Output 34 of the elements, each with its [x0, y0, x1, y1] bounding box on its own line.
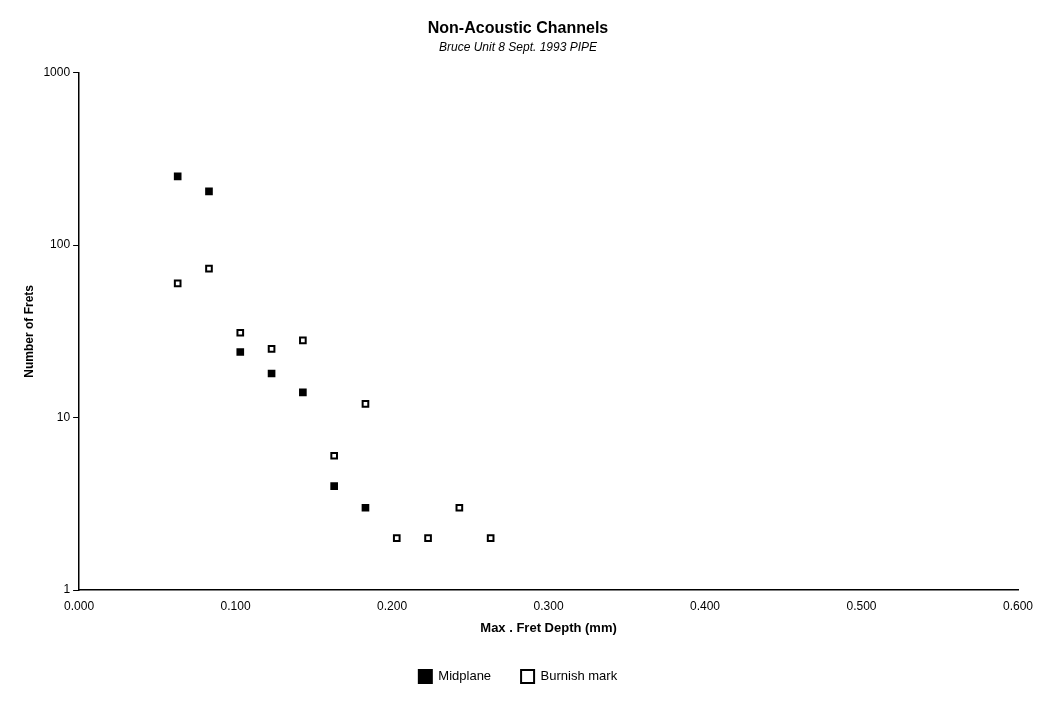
point [330, 482, 338, 490]
y-axis-title: Number of Frets [21, 284, 36, 378]
point [361, 400, 370, 408]
point [361, 503, 370, 512]
y-tick-label: 1000 [43, 64, 71, 79]
x-tick-label: 0.600 [1002, 598, 1034, 613]
point [236, 348, 245, 356]
legend-label: Burnish mark [540, 668, 618, 684]
legend-label: Midplane [438, 668, 492, 684]
x-tick-label: 0.400 [690, 598, 721, 613]
point [205, 264, 213, 273]
x-tick-label: 0.200 [377, 598, 408, 613]
y-tick-label: 100 [50, 237, 71, 252]
chart-title: Non-Acoustic Channels [427, 19, 609, 37]
point [424, 534, 432, 542]
x-tick-label: 0.000 [64, 598, 95, 613]
point [299, 336, 307, 345]
x-tick-label: 0.100 [220, 598, 251, 613]
y-tick-label: 10 [56, 409, 71, 424]
point [299, 388, 307, 397]
x-tick-label: 0.500 [846, 598, 877, 613]
point [486, 534, 495, 542]
point [392, 534, 401, 542]
point [173, 172, 182, 181]
point [267, 345, 276, 353]
point [205, 187, 213, 196]
point [173, 279, 182, 288]
y-tick-label: 1 [63, 582, 71, 597]
x-axis-title: Max . Fret Depth (mm) [480, 619, 617, 635]
point [455, 503, 464, 512]
x-tick-label: 0.300 [533, 598, 564, 613]
point [330, 451, 338, 460]
chart-subtitle: Bruce Unit 8 Sept. 1993 PIPE [438, 39, 599, 54]
point [236, 328, 245, 337]
